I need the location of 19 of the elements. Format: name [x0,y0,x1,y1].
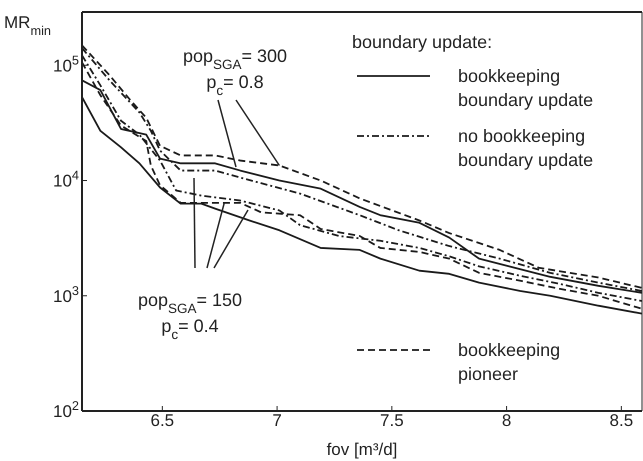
legend-label: no bookkeeping boundary update [458,126,594,170]
annotation: p$_{c}$= 0.8 [206,72,264,98]
annotation: pop$_{SGA}$= 300 [182,46,288,72]
x-tick-label: 6.5 [150,411,174,430]
x-tick-label: 8 [502,411,512,430]
x-tick-label: 7 [272,411,282,430]
y-tick-label: 10$^{2}$ [52,398,79,421]
legend-label: bookkeeping pioneer [458,340,560,384]
y-tick-label: 10$^{5}$ [52,52,79,76]
y-tick-label: 10$^{4}$ [52,168,79,191]
annotation: p$_{c}$= 0.4 [161,316,219,342]
y-axis-title: MR$_{min}$ [4,13,51,38]
legend-title: boundary update: [352,32,492,52]
legend-label: bookkeeping boundary update [458,66,594,110]
y-tick-label: 10$^{3}$ [52,282,79,306]
annotation: pop$_{SGA}$= 150 [138,290,242,316]
x-tick-label: 8.5 [610,411,634,430]
x-tick-label: 7.5 [380,411,404,430]
x-axis-title: fov [m³/d] [326,440,398,459]
